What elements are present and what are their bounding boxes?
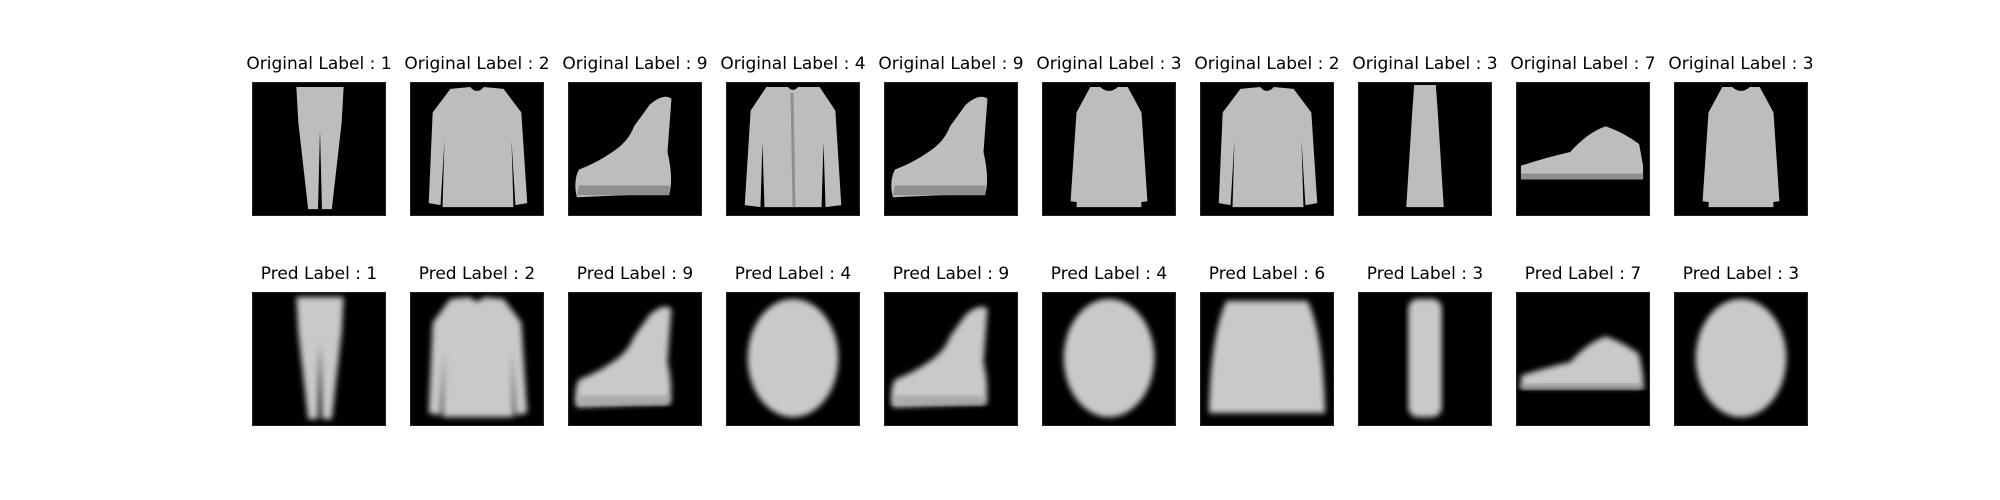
original-label-5: Original Label : 9 xyxy=(878,54,1024,74)
original-image-4 xyxy=(726,82,860,216)
pred-label-4: Pred Label : 4 xyxy=(734,264,852,284)
original-image-7 xyxy=(1200,82,1334,216)
pred-image-1 xyxy=(252,292,386,426)
pred-label-6: Pred Label : 4 xyxy=(1050,264,1168,284)
original-label-1: Original Label : 1 xyxy=(246,54,392,74)
original-image-3 xyxy=(568,82,702,216)
pred-image-3 xyxy=(568,292,702,426)
original-image-5 xyxy=(884,82,1018,216)
original-image-1 xyxy=(252,82,386,216)
pred-image-6 xyxy=(1042,292,1176,426)
original-image-8 xyxy=(1358,82,1492,216)
pred-image-9 xyxy=(1516,292,1650,426)
pred-label-5: Pred Label : 9 xyxy=(892,264,1010,284)
original-row: Original Label : 1 Original Label : 2 Or… xyxy=(0,54,2000,234)
pred-label-2: Pred Label : 2 xyxy=(418,264,536,284)
original-label-7: Original Label : 2 xyxy=(1194,54,1340,74)
pred-image-4 xyxy=(726,292,860,426)
pred-image-8 xyxy=(1358,292,1492,426)
original-label-2: Original Label : 2 xyxy=(404,54,550,74)
original-image-9 xyxy=(1516,82,1650,216)
pred-image-10 xyxy=(1674,292,1808,426)
pred-image-7 xyxy=(1200,292,1334,426)
original-label-4: Original Label : 4 xyxy=(720,54,866,74)
pred-label-8: Pred Label : 3 xyxy=(1366,264,1484,284)
pred-label-9: Pred Label : 7 xyxy=(1524,264,1642,284)
original-label-6: Original Label : 3 xyxy=(1036,54,1182,74)
predicted-row: Pred Label : 1 Pred Label : 2 Pred Label… xyxy=(0,264,2000,444)
pred-label-10: Pred Label : 3 xyxy=(1682,264,1800,284)
original-label-3: Original Label : 9 xyxy=(562,54,708,74)
pred-label-7: Pred Label : 6 xyxy=(1208,264,1326,284)
original-image-6 xyxy=(1042,82,1176,216)
pred-label-3: Pred Label : 9 xyxy=(576,264,694,284)
original-label-8: Original Label : 3 xyxy=(1352,54,1498,74)
original-image-2 xyxy=(410,82,544,216)
original-label-9: Original Label : 7 xyxy=(1510,54,1656,74)
pred-image-5 xyxy=(884,292,1018,426)
original-label-10: Original Label : 3 xyxy=(1668,54,1814,74)
pred-image-2 xyxy=(410,292,544,426)
pred-label-1: Pred Label : 1 xyxy=(260,264,378,284)
original-image-10 xyxy=(1674,82,1808,216)
